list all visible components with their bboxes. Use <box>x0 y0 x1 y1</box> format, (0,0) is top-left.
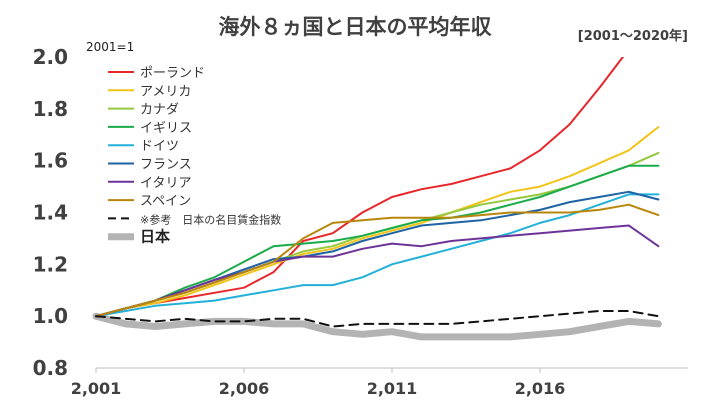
legend-label: フランス <box>140 158 192 173</box>
y-tick-label: 1.4 <box>33 201 68 225</box>
legend-label: ※参考 日本の名目賃金指数 <box>140 212 281 226</box>
y-tick-label: 1.8 <box>33 97 68 121</box>
axes: 0.8 1.0 1.2 1.4 1.6 1.8 2.0 2,001 2,006 2,011 2,01… <box>33 45 688 398</box>
legend-label: アメリカ <box>140 84 191 99</box>
series-line <box>95 203 660 318</box>
series-line <box>95 193 660 318</box>
series-line <box>95 57 625 318</box>
series-line <box>95 224 660 318</box>
chart-period-label: [2001～2020年] <box>578 28 688 44</box>
x-tick-label: 2,016 <box>515 379 566 398</box>
x-tick-label: 2,011 <box>367 379 418 398</box>
legend-label: ドイツ <box>140 139 179 154</box>
y-tick-label: 1.6 <box>33 149 68 173</box>
series-lines <box>92 57 662 341</box>
chart-title: 海外８ヵ国と日本の平均年収 <box>219 15 493 39</box>
x-tick-label: 2,001 <box>71 379 122 398</box>
legend-label: カナダ <box>140 103 179 118</box>
legend-label: イタリア <box>140 176 191 191</box>
legend-label: スペイン <box>140 194 191 209</box>
legend-label: 日本 <box>140 228 170 246</box>
y-tick-label: 2.0 <box>33 45 68 69</box>
series-line <box>95 126 660 318</box>
series-line <box>95 164 660 318</box>
index-base-note: 2001=1 <box>86 40 134 54</box>
legend-label: ポーランド <box>140 66 205 81</box>
series-line <box>95 310 660 328</box>
x-tick-label: 2,006 <box>219 379 270 398</box>
y-tick-label: 0.8 <box>33 356 68 380</box>
legend-label: イギリス <box>140 121 192 136</box>
y-tick-label: 1.2 <box>33 252 68 276</box>
series-line <box>92 312 662 341</box>
y-tick-label: 1.0 <box>33 304 68 328</box>
